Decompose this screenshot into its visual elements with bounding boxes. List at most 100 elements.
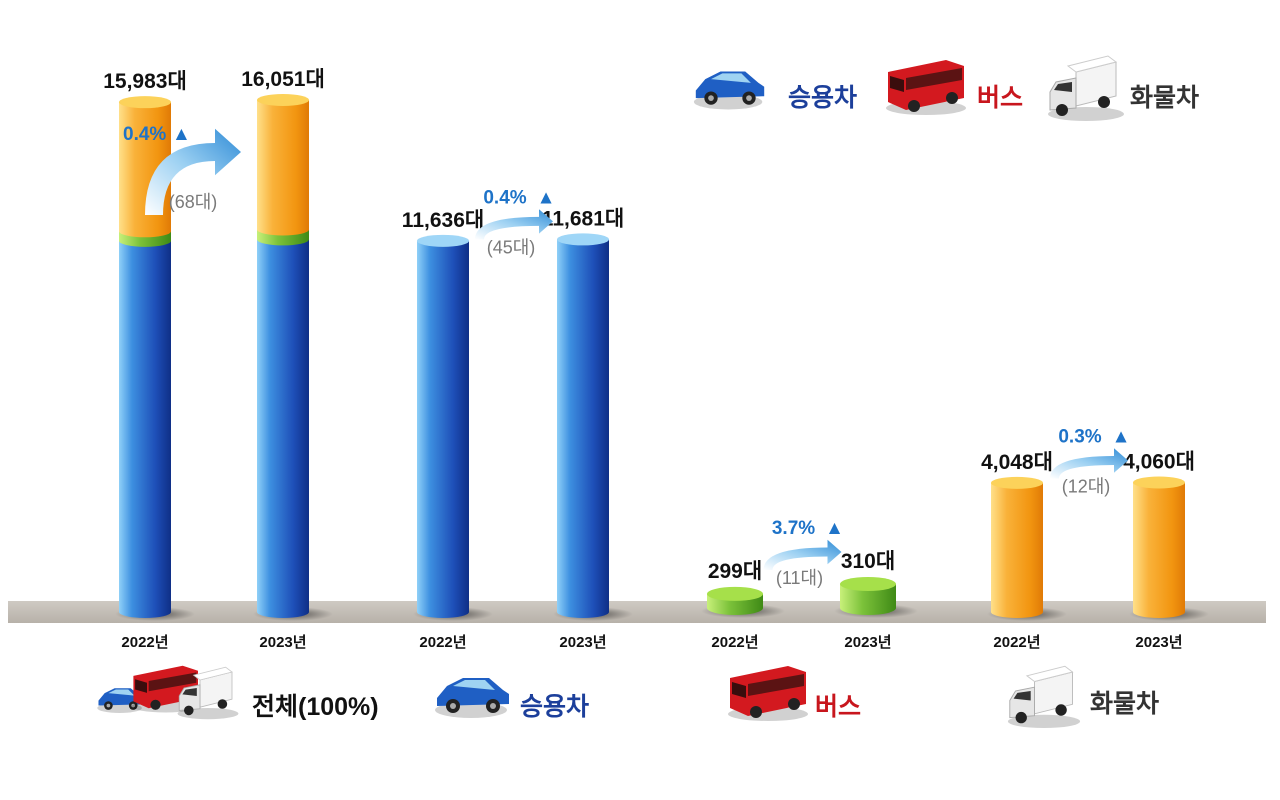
icon-hub (708, 95, 714, 101)
bar-cap (1133, 476, 1185, 489)
change-arrow-total (145, 128, 241, 215)
icon-cargo-top (192, 666, 233, 681)
value-label: 11,636대 (402, 209, 484, 232)
bar-body (1133, 482, 1185, 618)
change-arrow-truck (1050, 448, 1128, 479)
year-label: 2022년 (121, 634, 168, 651)
icon-window (1013, 691, 1031, 701)
icon-hub (490, 703, 496, 709)
bus-icon (728, 666, 808, 721)
icon-window (1054, 82, 1072, 92)
icon-hub (131, 703, 136, 708)
stack-segment-truck (257, 100, 309, 236)
icon-wheel (788, 698, 800, 710)
bar-body (417, 240, 469, 618)
legend: 승용차 버스 화물차 (693, 55, 1199, 121)
icon-wheel (150, 699, 161, 710)
sedan-icon (435, 678, 509, 718)
icon-cargo-top (1066, 55, 1118, 73)
increase-marker: ▲ (825, 518, 844, 539)
icon-wheel (1055, 704, 1067, 716)
change-diff: (68대) (169, 192, 218, 212)
icon-window (906, 68, 962, 90)
year-label: 2023년 (259, 634, 306, 651)
change-diff: (12대) (1062, 476, 1111, 496)
change-diff: (11대) (776, 568, 823, 588)
bar-bus-2022년 (701, 586, 785, 618)
change-percent: 0.3% (1058, 426, 1101, 447)
icon-wheel (184, 705, 194, 716)
legend-label: 화물차 (1130, 84, 1199, 112)
bar-body (557, 239, 609, 618)
icon-window (890, 76, 904, 92)
value-label: 299대 (708, 560, 762, 583)
bar-body (991, 482, 1043, 618)
icon-window (182, 688, 197, 696)
value-label: 15,983대 (103, 70, 187, 93)
truck-icon (1048, 55, 1124, 121)
icon-cargo-top (1025, 665, 1074, 683)
year-label: 2022년 (711, 634, 758, 651)
change-diff: (45대) (487, 237, 536, 257)
icon-wheel (946, 92, 958, 104)
year-label: 2023년 (559, 634, 606, 651)
year-label: 2022년 (993, 634, 1040, 651)
value-label: 4,060대 (1123, 450, 1195, 473)
value-label: 4,048대 (981, 451, 1053, 474)
icon-hub (746, 95, 752, 101)
value-label: 11,681대 (542, 207, 624, 230)
change-arrow-shape (145, 128, 241, 215)
icon-body (695, 71, 765, 99)
bar-passenger-2023년 (553, 233, 633, 621)
bus-icon (886, 60, 966, 115)
year-label: 2023년 (1135, 634, 1182, 651)
bar-passenger-2022년 (413, 234, 493, 621)
sedan-icon (693, 71, 765, 110)
sedan-icon (97, 688, 144, 713)
floor-band (8, 601, 1266, 623)
change-percent: 0.4% (483, 187, 526, 208)
change-arrow-bus (763, 539, 842, 570)
icon-window (135, 679, 147, 693)
legend-label: 버스 (977, 84, 1023, 112)
icon-window (108, 689, 135, 696)
increase-marker: ▲ (537, 187, 556, 208)
icon-window (148, 672, 197, 692)
icon-wheel (1098, 96, 1110, 108)
bar-cap (257, 94, 309, 106)
legend-label: 승용차 (788, 84, 857, 112)
bar-bus-2023년 (834, 577, 918, 618)
year-label: 2023년 (844, 634, 891, 651)
icon-window (711, 73, 751, 83)
group-label-truck: 화물차 (1090, 690, 1159, 718)
change-arrow-shape (763, 539, 842, 570)
change-arrow-shape (1050, 448, 1128, 479)
truck-icon (177, 666, 239, 720)
change-percent: 0.4% (123, 124, 166, 145)
icon-wheel (1056, 104, 1068, 116)
bar-cap (557, 233, 609, 246)
bar-truck-2022년 (987, 476, 1067, 621)
change-arrow-passenger (475, 209, 553, 240)
change-percent: 3.7% (772, 518, 815, 539)
bar-cap (840, 577, 896, 591)
stack-segment-passenger (119, 240, 171, 618)
icon-wheel (217, 699, 228, 709)
value-label: 16,051대 (241, 68, 325, 91)
icon-wheel (750, 706, 762, 718)
labels-layer: 15,983대 2022년 16,051대 2023년 0.4% ▲ (68대) 11,636… (97, 68, 1195, 729)
increase-marker: ▲ (1112, 426, 1131, 447)
bar-cap (119, 96, 171, 109)
group-label-total: 전체(100%) (252, 693, 379, 721)
bars-layer (115, 94, 1209, 621)
icon-wheel (1015, 711, 1027, 724)
value-label: 310대 (841, 550, 895, 573)
change-arrow-shape (475, 209, 553, 240)
bar-truck-2023년 (1129, 476, 1209, 621)
year-label: 2022년 (419, 634, 466, 651)
bar-cap (991, 476, 1043, 489)
icon-window (732, 682, 746, 698)
increase-marker: ▲ (172, 124, 191, 145)
group-label-passenger: 승용차 (520, 693, 589, 721)
